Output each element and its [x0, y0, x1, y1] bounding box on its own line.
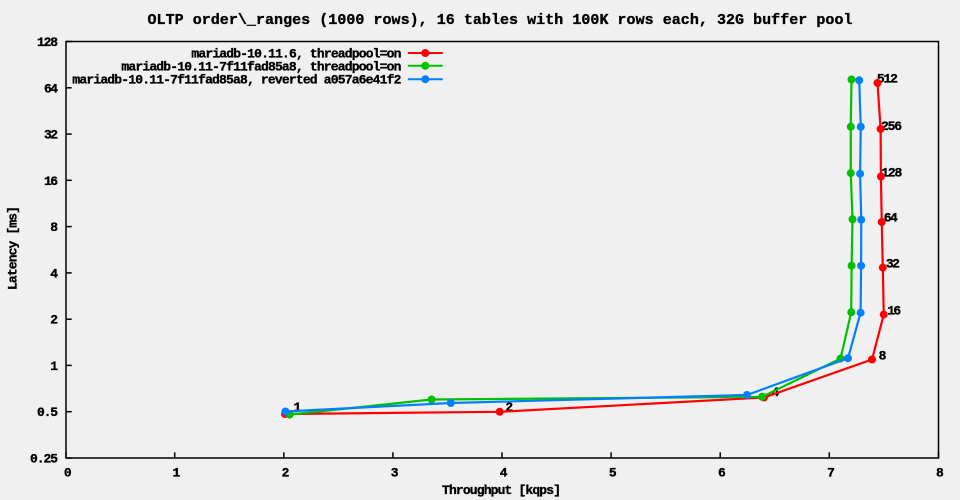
svg-text:0: 0 [64, 466, 72, 481]
svg-text:2: 2 [50, 313, 58, 328]
svg-text:1: 1 [172, 466, 180, 481]
svg-text:2: 2 [505, 400, 513, 415]
svg-text:mariadb-10.11-7f11fad85a8, rev: mariadb-10.11-7f11fad85a8, reverted a057… [72, 73, 401, 88]
svg-text:128: 128 [37, 35, 58, 50]
svg-text:128: 128 [881, 166, 902, 181]
svg-text:16: 16 [44, 174, 58, 189]
svg-text:6: 6 [718, 466, 726, 481]
svg-text:8: 8 [936, 466, 944, 481]
svg-text:Throughput [kqps]: Throughput [kqps] [442, 483, 561, 498]
svg-text:8: 8 [50, 220, 58, 235]
svg-text:32: 32 [44, 128, 58, 143]
svg-text:mariadb-10.11.6, threadpool=on: mariadb-10.11.6, threadpool=on [191, 47, 401, 62]
svg-text:1: 1 [294, 400, 302, 415]
svg-text:Latency [ms]: Latency [ms] [6, 206, 21, 290]
svg-text:32: 32 [886, 257, 900, 272]
svg-text:1: 1 [50, 359, 58, 374]
svg-text:5: 5 [609, 466, 617, 481]
svg-text:64: 64 [884, 211, 898, 226]
svg-text:64: 64 [44, 81, 58, 96]
svg-text:0.5: 0.5 [37, 405, 58, 420]
svg-text:7: 7 [827, 466, 835, 481]
svg-text:256: 256 [881, 119, 902, 134]
svg-text:mariadb-10.11-7f11fad85a8, thr: mariadb-10.11-7f11fad85a8, threadpool=on [121, 59, 401, 74]
svg-text:OLTP order\_ranges (1000 rows): OLTP order\_ranges (1000 rows), 16 table… [148, 12, 853, 29]
svg-text:16: 16 [887, 304, 901, 319]
svg-text:4: 4 [50, 266, 58, 281]
svg-text:512: 512 [877, 71, 898, 86]
svg-text:8: 8 [879, 349, 887, 364]
svg-text:3: 3 [391, 466, 399, 481]
svg-text:4: 4 [500, 466, 508, 481]
svg-text:2: 2 [282, 466, 290, 481]
svg-text:0.25: 0.25 [30, 451, 58, 466]
